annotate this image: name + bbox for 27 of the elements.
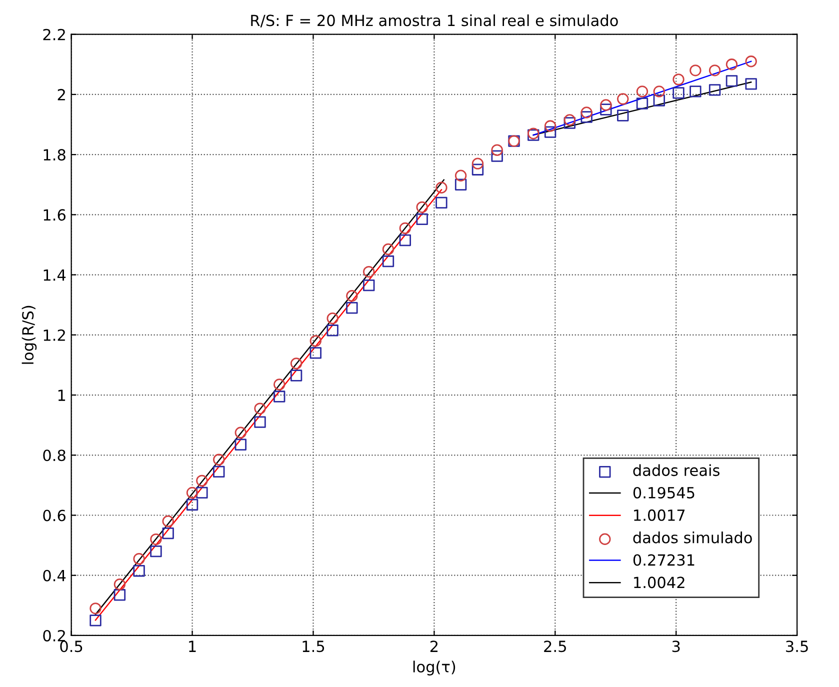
x-tick-label: 1.5 (302, 640, 324, 652)
x-tick-label: 3 (672, 640, 680, 652)
y-tick-label: 0.8 (43, 450, 66, 462)
y-tick-label: 0.6 (43, 510, 66, 522)
y-tick-label: 1.2 (44, 329, 65, 341)
legend-label: dados reais (633, 464, 720, 476)
y-tick-label: 2 (58, 88, 65, 100)
y-axis-title: log(R/S) (22, 306, 37, 364)
x-tick-label: 1 (189, 640, 196, 652)
x-tick-label: 3.5 (786, 640, 808, 652)
legend-label: 0.27231 (633, 554, 694, 566)
y-tick-label: 0.4 (43, 570, 66, 582)
x-tick-label: 2.5 (544, 640, 566, 652)
y-tick-label: 1.8 (44, 149, 66, 161)
legend-label: 1.0017 (634, 509, 685, 521)
legend-label: 1.0042 (634, 576, 684, 588)
legend-label: 0.19545 (633, 486, 694, 499)
chart-title: R/S: F = 20 MHz amostra 1 sinal real e simulado (251, 14, 618, 28)
y-tick-label: 2.2 (43, 28, 65, 40)
y-tick-label: 1.4 (44, 269, 66, 281)
y-tick-label: 0.2 (43, 630, 65, 642)
y-tick-label: 1.6 (44, 209, 66, 221)
x-axis-title: log(τ) (413, 660, 456, 676)
y-tick-label: 1 (58, 390, 66, 401)
x-tick-label: 2 (430, 640, 438, 652)
legend-label: dados simulado (633, 532, 752, 544)
x-tick-label: 0.5 (60, 640, 82, 652)
